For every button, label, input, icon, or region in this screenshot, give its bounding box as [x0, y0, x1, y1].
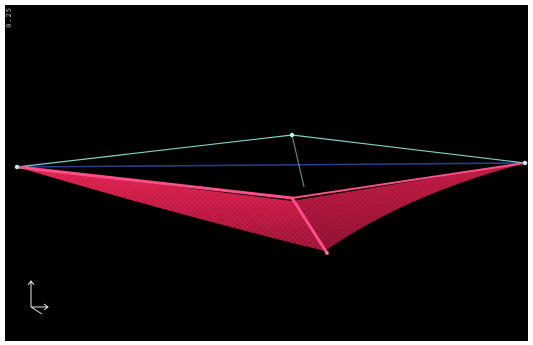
top-edges [16, 134, 526, 188]
ridge-edges [15, 162, 526, 255]
back-edge [18, 162, 524, 168]
graphics-viewport[interactable]: 0.25 [5, 5, 528, 341]
model-canvas[interactable] [5, 5, 528, 341]
membrane-surface[interactable] [17, 163, 525, 251]
node-markers[interactable] [14, 132, 528, 255]
axis-triad-icon [27, 280, 49, 315]
